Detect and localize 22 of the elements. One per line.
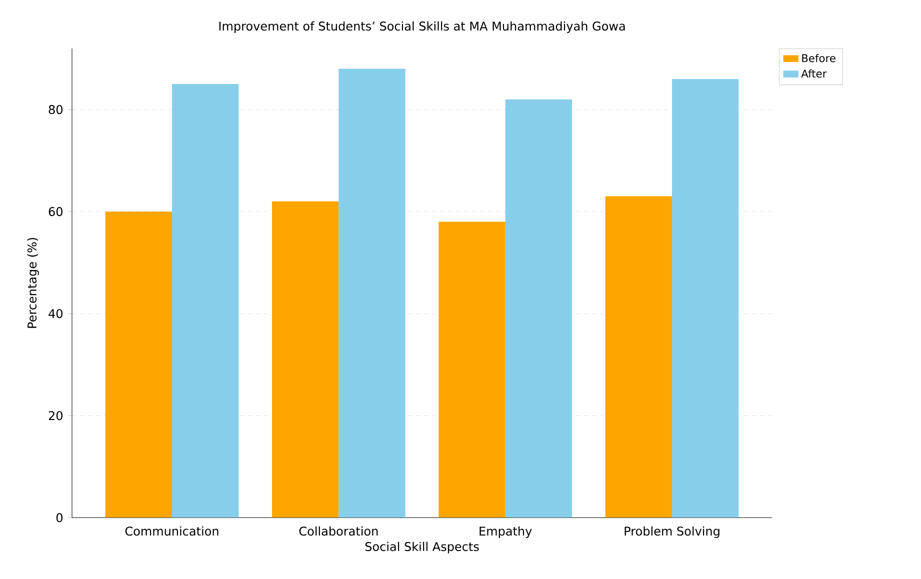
bar: [338, 68, 406, 518]
y-tick-label: 0: [56, 513, 62, 522]
y-axis-title: Percentage (%): [27, 238, 39, 328]
bar: [172, 84, 239, 518]
y-tick-label: 40: [48, 309, 62, 318]
legend-label: After: [801, 69, 827, 78]
y-tick-label: 20: [48, 411, 62, 420]
x-tick-label: Communication: [125, 526, 218, 536]
bar: [605, 196, 672, 518]
x-axis-title: Social Skill Aspects: [365, 542, 479, 554]
bar: [438, 222, 506, 518]
y-tick-label: 60: [48, 207, 62, 216]
x-tick-label: Problem Solving: [624, 526, 720, 538]
bar: [672, 78, 739, 518]
bar: [272, 201, 339, 518]
bar: [105, 212, 172, 518]
x-tick-label: Empathy: [480, 526, 532, 538]
x-tick-label: Collaboration: [299, 526, 378, 536]
chart-title: Improvement of Students’ Social Skills at MA Muhammadiyah Gowa: [219, 21, 625, 33]
legend-label: Before: [802, 54, 836, 62]
y-tick-label: 80: [48, 105, 62, 114]
bar: [505, 99, 572, 518]
